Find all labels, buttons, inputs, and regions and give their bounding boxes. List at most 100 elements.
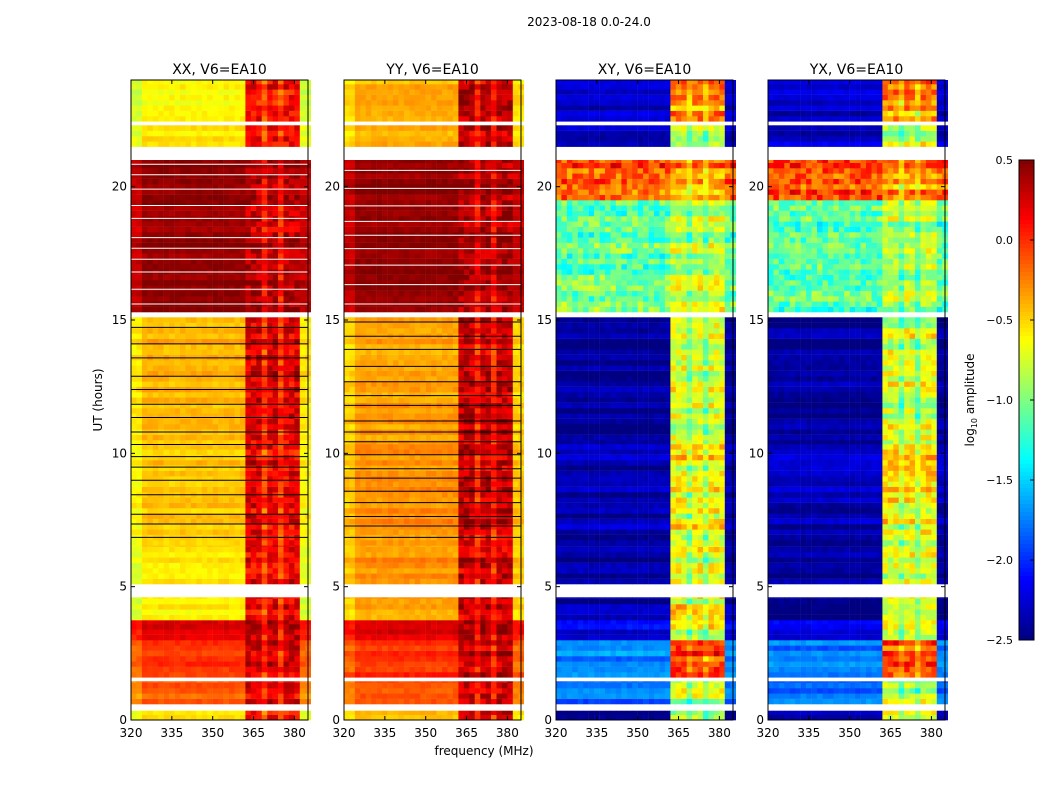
heatmap-cell (229, 306, 235, 313)
heatmap-cell (174, 397, 181, 403)
heatmap-cell (496, 540, 503, 546)
heatmap-cell (376, 650, 383, 657)
heatmap-cell (288, 524, 295, 530)
heatmap-cell (212, 322, 219, 329)
heatmap-cell (163, 545, 170, 547)
heatmap-cell (229, 460, 235, 466)
heatmap-cell (196, 502, 203, 509)
heatmap-cell (272, 89, 279, 95)
heatmap-cell (256, 328, 262, 334)
heatmap-cell (196, 184, 203, 190)
heatmap-cell (245, 529, 252, 535)
heatmap-cell (458, 688, 465, 694)
heatmap-cell (420, 698, 426, 705)
heatmap-cell (152, 370, 159, 377)
heatmap-cell (201, 546, 208, 553)
heatmap-cell (141, 710, 148, 715)
heatmap-cell (299, 413, 306, 419)
heatmap-cell (360, 656, 366, 662)
heatmap-cell (180, 408, 186, 414)
heatmap-cell (174, 434, 181, 441)
heatmap-cell (196, 360, 203, 366)
heatmap-cell (480, 546, 486, 553)
heatmap-cell (294, 529, 301, 535)
heatmap-cell (234, 710, 241, 715)
heatmap-cell (141, 100, 148, 106)
heatmap-cell (152, 105, 159, 111)
heatmap-cell (141, 264, 148, 270)
heatmap-cell (278, 545, 284, 547)
heatmap-cell (267, 328, 273, 334)
heatmap-cell (131, 84, 137, 90)
heatmap-cell (147, 258, 153, 265)
heatmap-cell (288, 306, 295, 313)
heatmap-cell (452, 598, 459, 605)
heatmap-cell (174, 666, 181, 673)
heatmap-cell (261, 264, 268, 270)
heatmap-cell (294, 568, 301, 574)
heatmap-cell (169, 454, 175, 461)
heatmap-cell (442, 620, 448, 625)
heatmap-cell (469, 620, 475, 625)
heatmap-cell (152, 620, 159, 625)
heatmap-cell (185, 650, 192, 657)
heatmap-cell (272, 189, 279, 195)
heatmap-cell (261, 365, 268, 371)
heatmap-cell (278, 365, 284, 371)
heatmap-cell (229, 344, 235, 350)
heatmap-cell (442, 609, 448, 615)
heatmap-cell (190, 476, 197, 482)
heatmap-cell (371, 714, 377, 721)
heatmap-cell (141, 672, 148, 678)
heatmap-cell (141, 370, 148, 377)
heatmap-cell (261, 444, 268, 450)
heatmap-cell (474, 546, 481, 553)
heatmap-cell (169, 568, 175, 574)
heatmap-cell (147, 424, 153, 430)
heatmap-cell (250, 540, 257, 546)
heatmap-cell (294, 413, 301, 419)
heatmap-cell (420, 666, 426, 673)
heatmap-cell (131, 508, 137, 514)
heatmap-cell (234, 84, 241, 90)
heatmap-cell (169, 296, 175, 302)
heatmap-cell (174, 392, 181, 398)
heatmap-cell (174, 418, 181, 425)
heatmap-cell (163, 322, 170, 329)
heatmap-cell (136, 173, 143, 179)
heatmap-cell (152, 666, 159, 673)
heatmap-cell (409, 597, 416, 599)
heatmap-cell (267, 449, 273, 455)
heatmap-cell (245, 597, 252, 599)
heatmap-cell (283, 688, 290, 694)
heatmap-cell (141, 546, 148, 553)
heatmap-cell (174, 237, 181, 243)
heatmap-cell (431, 609, 437, 615)
heatmap-cell (283, 141, 290, 147)
heatmap-cell (294, 392, 301, 398)
heatmap-cell (234, 614, 241, 621)
heatmap-cell (283, 486, 290, 493)
heatmap-cell (185, 141, 192, 147)
heatmap-cell (283, 609, 290, 615)
heatmap-cell (174, 449, 181, 455)
heatmap-cell (442, 629, 448, 635)
heatmap-cell (512, 529, 519, 535)
heatmap-cell (180, 189, 186, 195)
heatmap-cell (223, 280, 230, 286)
heatmap-cell (512, 666, 519, 673)
heatmap-cell (147, 710, 153, 715)
heatmap-cell (299, 136, 306, 142)
heatmap-cell (147, 418, 153, 425)
heatmap-cell (250, 168, 257, 174)
heatmap-cell (354, 546, 361, 553)
heatmap-cell (442, 545, 448, 547)
heatmap-cell (283, 573, 290, 579)
heatmap-cell (447, 557, 454, 563)
heatmap-cell (218, 682, 224, 689)
heatmap-cell (218, 656, 224, 662)
heatmap-cell (403, 693, 410, 699)
heatmap-cell (299, 242, 306, 249)
heatmap-cell (147, 518, 153, 525)
heatmap-cell (131, 597, 137, 599)
